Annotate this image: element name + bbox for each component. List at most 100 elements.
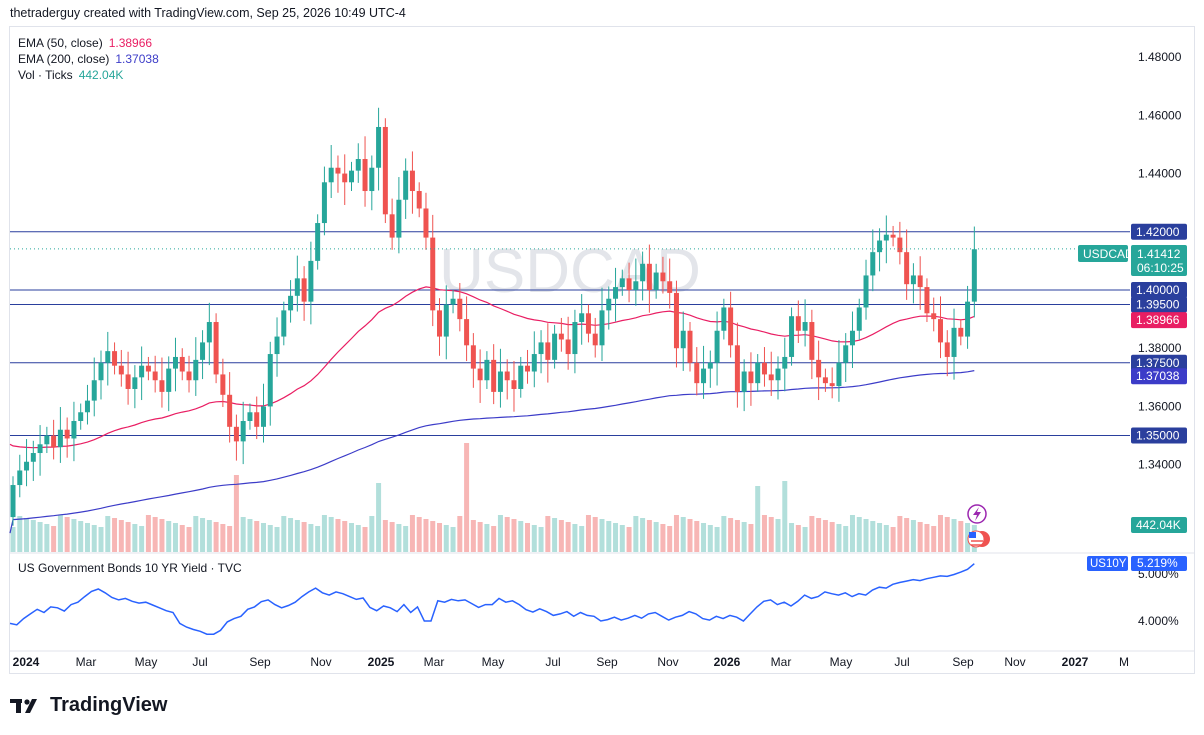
candle[interactable] bbox=[931, 297, 937, 332]
candle[interactable] bbox=[267, 341, 273, 426]
candle[interactable] bbox=[78, 403, 84, 430]
candle[interactable] bbox=[281, 301, 287, 346]
candle[interactable] bbox=[795, 300, 801, 343]
candle[interactable] bbox=[57, 407, 63, 463]
candle[interactable] bbox=[213, 313, 219, 384]
candle[interactable] bbox=[470, 333, 476, 388]
candle[interactable] bbox=[389, 198, 395, 250]
candle[interactable] bbox=[382, 118, 388, 224]
candle[interactable] bbox=[17, 454, 23, 498]
candle[interactable] bbox=[166, 356, 172, 412]
candle[interactable] bbox=[687, 322, 693, 372]
candle[interactable] bbox=[565, 316, 571, 370]
candle[interactable] bbox=[633, 258, 639, 306]
candle[interactable] bbox=[179, 348, 185, 381]
candle[interactable] bbox=[714, 311, 720, 386]
candle[interactable] bbox=[511, 361, 517, 412]
candle[interactable] bbox=[172, 337, 178, 392]
candle[interactable] bbox=[430, 214, 436, 327]
legend-ema200[interactable]: EMA (200, close) 1.37038 bbox=[18, 51, 159, 67]
candle[interactable] bbox=[761, 347, 767, 387]
candle[interactable] bbox=[856, 298, 862, 340]
candle[interactable] bbox=[37, 425, 43, 476]
candle[interactable] bbox=[701, 345, 707, 399]
candle[interactable] bbox=[613, 267, 619, 322]
candle[interactable] bbox=[734, 322, 740, 408]
candle[interactable] bbox=[132, 365, 138, 409]
candle[interactable] bbox=[24, 439, 30, 487]
candle[interactable] bbox=[220, 358, 226, 408]
candle[interactable] bbox=[531, 331, 537, 388]
candle[interactable] bbox=[816, 340, 822, 401]
candle[interactable] bbox=[924, 278, 930, 323]
candle[interactable] bbox=[890, 225, 896, 247]
candle[interactable] bbox=[748, 352, 754, 406]
candle[interactable] bbox=[707, 350, 713, 388]
yield-last-tag[interactable]: 5.219% bbox=[1131, 556, 1187, 571]
candle[interactable] bbox=[51, 419, 57, 460]
candle[interactable] bbox=[660, 256, 666, 294]
candle[interactable] bbox=[843, 333, 849, 382]
candle[interactable] bbox=[626, 262, 632, 303]
candle[interactable] bbox=[971, 226, 977, 318]
candle[interactable] bbox=[64, 417, 70, 458]
candle[interactable] bbox=[193, 337, 199, 396]
candle[interactable] bbox=[863, 259, 869, 320]
candle[interactable] bbox=[829, 367, 835, 399]
candle[interactable] bbox=[538, 330, 544, 374]
candle[interactable] bbox=[789, 307, 795, 366]
candle[interactable] bbox=[71, 401, 77, 462]
level-tag-1420[interactable]: 1.42000 bbox=[1131, 223, 1187, 240]
candle[interactable] bbox=[782, 337, 788, 392]
candle[interactable] bbox=[342, 154, 348, 205]
candle[interactable] bbox=[84, 384, 90, 425]
candle[interactable] bbox=[870, 229, 876, 292]
candle[interactable] bbox=[206, 302, 212, 366]
candle[interactable] bbox=[328, 145, 334, 199]
candle[interactable] bbox=[728, 291, 734, 358]
candle[interactable] bbox=[640, 251, 646, 301]
candle[interactable] bbox=[369, 155, 375, 211]
candle[interactable] bbox=[667, 258, 673, 309]
candle[interactable] bbox=[125, 351, 131, 405]
candle[interactable] bbox=[937, 296, 943, 359]
candle[interactable] bbox=[105, 331, 111, 386]
candle[interactable] bbox=[416, 182, 422, 218]
candle[interactable] bbox=[518, 356, 524, 398]
candle[interactable] bbox=[396, 177, 402, 254]
candle[interactable] bbox=[545, 323, 551, 383]
candle[interactable] bbox=[849, 311, 855, 369]
candle[interactable] bbox=[349, 161, 354, 192]
candle[interactable] bbox=[558, 317, 564, 352]
candle[interactable] bbox=[809, 309, 815, 380]
candle[interactable] bbox=[951, 308, 957, 380]
candle[interactable] bbox=[409, 151, 415, 214]
candle[interactable] bbox=[694, 347, 700, 396]
candle[interactable] bbox=[525, 349, 531, 384]
candle[interactable] bbox=[721, 298, 727, 340]
candle[interactable] bbox=[484, 351, 490, 389]
candle[interactable] bbox=[437, 298, 443, 356]
candle[interactable] bbox=[294, 255, 300, 312]
candle[interactable] bbox=[673, 280, 679, 368]
candle[interactable] bbox=[504, 359, 510, 400]
candle[interactable] bbox=[10, 476, 16, 526]
candle[interactable] bbox=[802, 299, 808, 347]
candle[interactable] bbox=[315, 214, 321, 270]
candle[interactable] bbox=[910, 263, 916, 304]
candle[interactable] bbox=[477, 349, 483, 403]
candle[interactable] bbox=[680, 311, 686, 371]
candle[interactable] bbox=[822, 368, 828, 392]
candle[interactable] bbox=[288, 280, 294, 323]
candle[interactable] bbox=[883, 215, 889, 264]
candle[interactable] bbox=[457, 283, 463, 332]
candle[interactable] bbox=[944, 330, 950, 377]
candle[interactable] bbox=[741, 359, 747, 412]
candle[interactable] bbox=[30, 440, 36, 481]
level-tag-1350[interactable]: 1.35000 bbox=[1131, 427, 1187, 444]
candle[interactable] bbox=[321, 166, 327, 236]
candle[interactable] bbox=[572, 309, 578, 374]
candle[interactable] bbox=[619, 269, 625, 296]
